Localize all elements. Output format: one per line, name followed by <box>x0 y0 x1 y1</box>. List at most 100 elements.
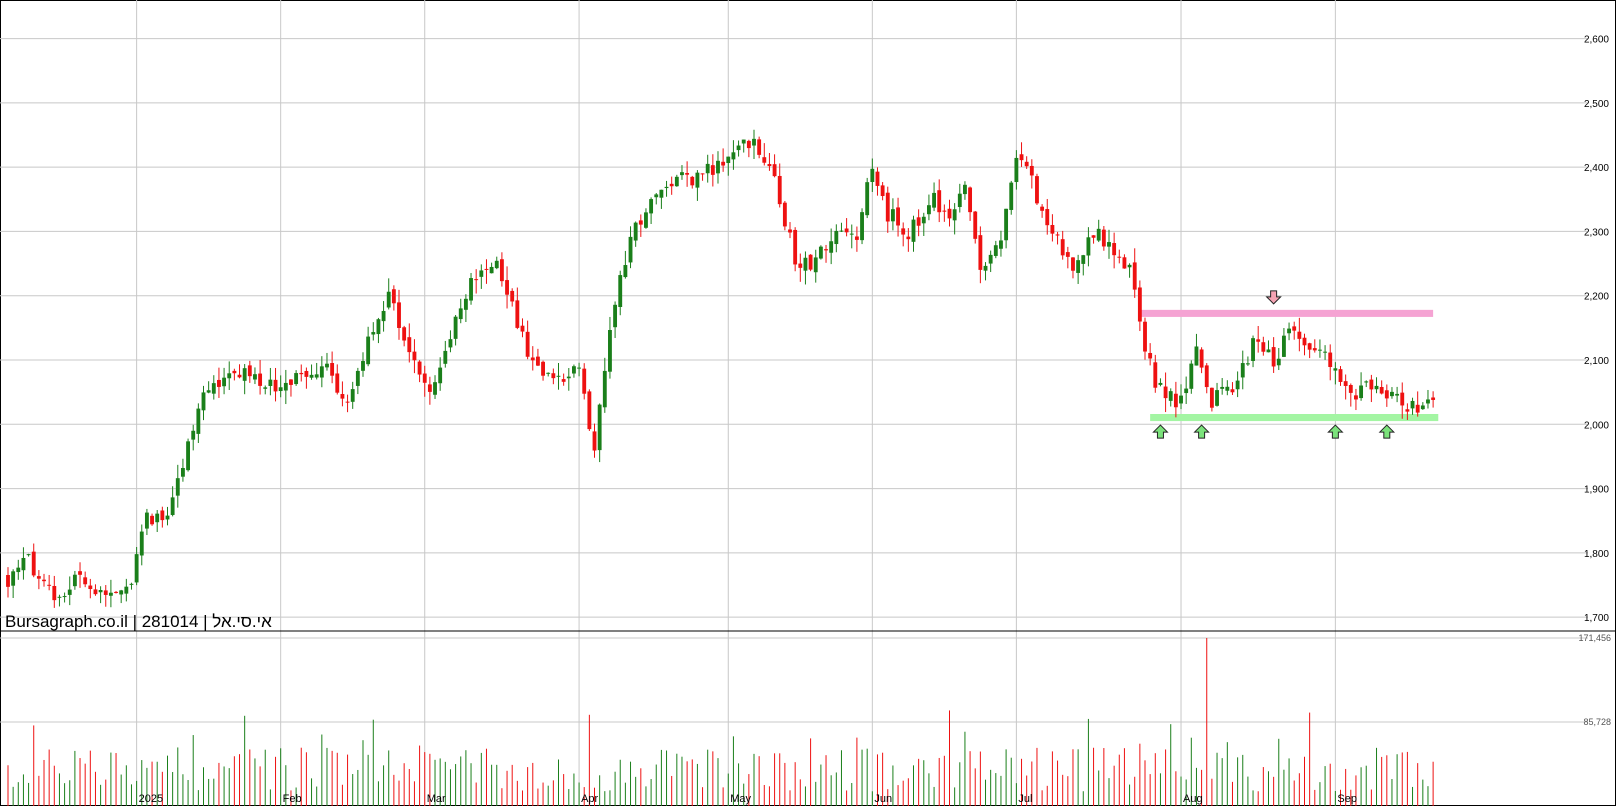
price-tick-label: 2,000 <box>1584 420 1609 431</box>
candle-body <box>103 590 108 595</box>
candle-body <box>695 172 700 188</box>
candle-body <box>1168 391 1173 401</box>
candle-body <box>134 554 139 583</box>
candle-body <box>1307 343 1312 350</box>
candle-body <box>551 373 556 379</box>
candle-body <box>78 571 82 575</box>
candle-body <box>1431 397 1436 400</box>
candle-body <box>304 370 309 377</box>
price-tick-label: 1,700 <box>1584 613 1609 624</box>
candle-body <box>520 325 525 332</box>
candle-body <box>52 585 57 601</box>
candle-body <box>463 298 468 310</box>
candle-body <box>1019 154 1024 161</box>
candle-body <box>618 275 623 307</box>
candle-body <box>222 377 227 387</box>
candle-body <box>345 401 350 403</box>
candle-body <box>1379 387 1384 394</box>
candle-body <box>669 183 674 187</box>
resistance-band <box>1139 309 1434 317</box>
candle-body <box>762 157 767 163</box>
candle-body <box>217 379 221 387</box>
candle-body <box>613 304 618 328</box>
candle-body <box>350 389 355 402</box>
candle-body <box>757 139 762 155</box>
candle-body <box>144 512 149 529</box>
candle-body <box>505 280 509 295</box>
candle-body <box>993 245 998 256</box>
candle-body <box>196 408 201 434</box>
candle-body <box>1405 409 1410 412</box>
candle-body <box>484 268 489 270</box>
candle-body <box>1374 385 1379 390</box>
candle-body <box>741 139 746 144</box>
price-tick-label: 2,500 <box>1584 99 1609 110</box>
candle-body <box>1384 390 1389 399</box>
candle-body <box>1333 368 1338 371</box>
candle-body <box>1354 395 1358 400</box>
candle-body <box>47 584 52 586</box>
price-tick-label: 2,200 <box>1584 292 1609 303</box>
candle-body <box>319 366 324 378</box>
support-band <box>1150 414 1439 422</box>
candle-body <box>309 374 314 378</box>
candle-body <box>1343 381 1348 386</box>
candle-body <box>1287 328 1291 334</box>
candle-body <box>968 187 973 213</box>
candle-body <box>1184 388 1189 394</box>
candle-body <box>1323 351 1328 353</box>
candle-body <box>1359 385 1364 399</box>
candle-body <box>1390 391 1394 397</box>
candle-body <box>546 372 551 374</box>
candle-body <box>1199 349 1204 368</box>
candle-body <box>947 208 952 219</box>
candle-body <box>510 290 515 302</box>
candle-body <box>1230 389 1235 393</box>
candle-body <box>314 374 319 378</box>
candle-body <box>865 182 870 216</box>
candle-body <box>278 387 283 392</box>
candle-body <box>1101 229 1106 247</box>
candle-body <box>186 441 190 471</box>
candle-body <box>263 387 268 389</box>
candle-body <box>1173 393 1178 408</box>
candle-body <box>1060 239 1065 256</box>
candle-body <box>150 515 154 525</box>
candle-body <box>978 235 983 270</box>
candle-body <box>355 370 360 386</box>
candle-body <box>21 557 26 571</box>
candle-body <box>366 336 371 365</box>
date-axis: 2025 Feb Mar Apr May Jun Jul Aug Sep <box>139 793 1357 805</box>
candle-body <box>283 382 288 391</box>
candle-body <box>1076 260 1081 273</box>
candle-body <box>139 531 144 556</box>
band-layer <box>1139 309 1439 422</box>
candle-body <box>1004 208 1009 241</box>
candle-body <box>572 366 576 374</box>
candle-body <box>206 390 211 393</box>
candle-body <box>160 510 165 521</box>
date-tick-label: Mar <box>427 793 446 805</box>
candle-body <box>391 289 396 304</box>
price-tick-label: 2,100 <box>1584 356 1609 367</box>
candle-body <box>901 228 906 235</box>
candle-body <box>680 172 684 176</box>
candle-body <box>294 373 299 385</box>
candle-body <box>983 265 988 271</box>
candle-body <box>705 163 710 174</box>
candle-body <box>371 332 376 335</box>
candle-body <box>839 230 844 232</box>
candle-body <box>6 575 10 587</box>
candle-body <box>1086 237 1091 256</box>
candle-body <box>26 554 31 556</box>
candle-body <box>273 379 278 392</box>
candle-body <box>957 193 962 208</box>
candle-body <box>870 168 875 182</box>
candle-body <box>1035 176 1039 204</box>
candle-body <box>932 192 936 208</box>
candle-body <box>453 316 458 339</box>
candle-body <box>1189 363 1194 389</box>
candle-body <box>1040 206 1045 211</box>
candle-body <box>1297 331 1302 339</box>
candle-body <box>1014 157 1019 183</box>
